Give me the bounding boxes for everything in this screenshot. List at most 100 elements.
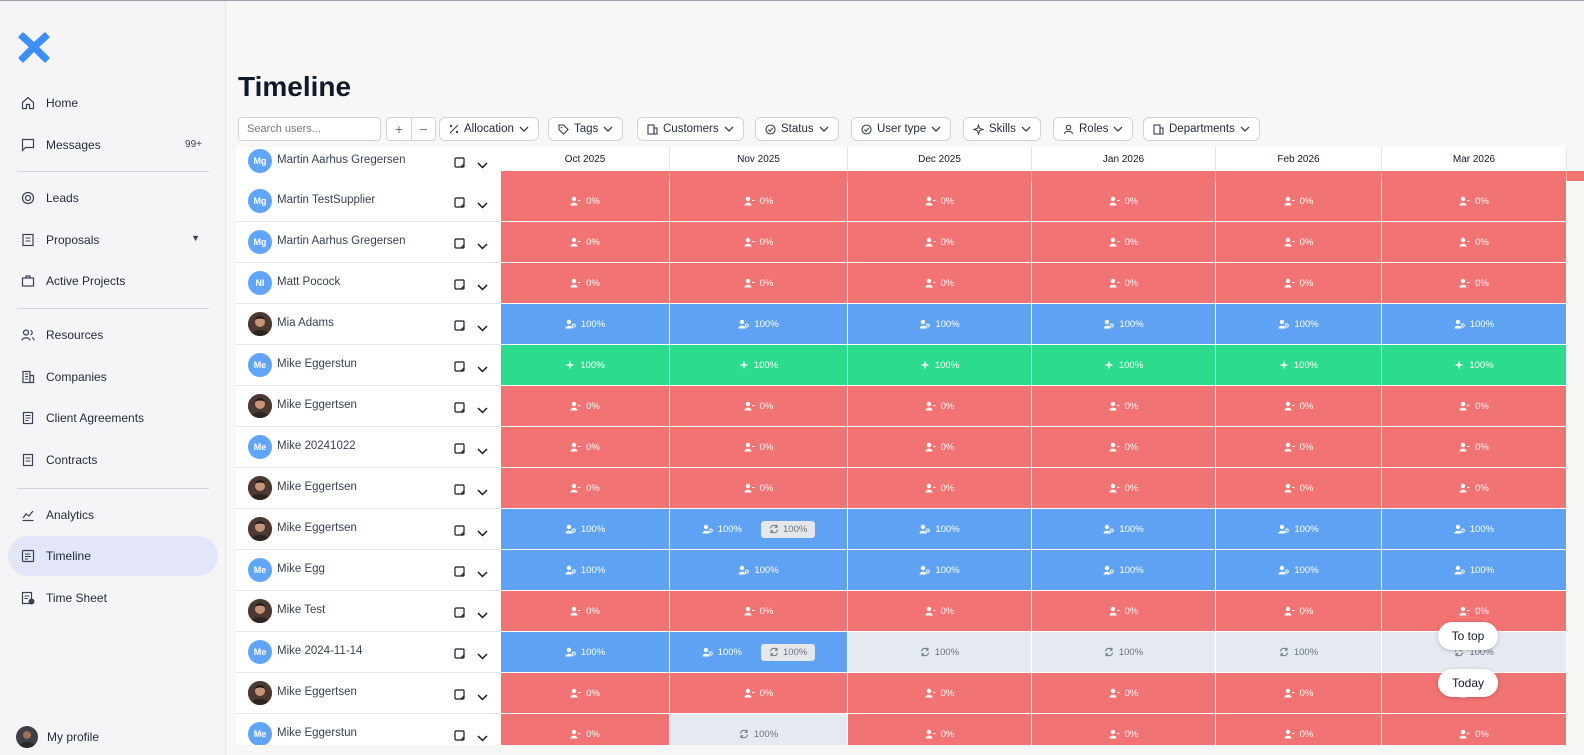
allocation-cell[interactable]: 100% [670, 304, 848, 345]
allocation-cell[interactable]: 100% [848, 632, 1032, 673]
filter-departments[interactable]: Departments [1143, 117, 1260, 141]
allocation-cell[interactable]: 0% [848, 468, 1032, 509]
allocation-cell[interactable]: 0% [1382, 263, 1567, 304]
allocation-cell[interactable]: 0% [1032, 591, 1216, 632]
chevron-down-icon[interactable] [477, 483, 488, 501]
note-icon[interactable] [454, 687, 465, 705]
note-icon[interactable] [454, 523, 465, 541]
user-name[interactable]: Mike 2024-11-14 [277, 645, 363, 657]
chevron-down-icon[interactable] [477, 278, 488, 296]
allocation-cell[interactable]: 0% [848, 427, 1032, 468]
user-cell[interactable]: NI Matt Pocock [236, 263, 501, 304]
user-name[interactable]: Mike Eggerstun [277, 727, 357, 739]
allocation-cell[interactable]: 0% [848, 181, 1032, 222]
allocation-cell[interactable]: 0% [1216, 181, 1382, 222]
sidebar-item-analytics[interactable]: Analytics [8, 495, 218, 535]
allocation-cell[interactable]: 0% [670, 181, 848, 222]
allocation-cell[interactable]: 0% [501, 181, 670, 222]
allocation-cell[interactable]: 0% [1032, 386, 1216, 427]
sidebar-item-timeline[interactable]: Timeline [8, 536, 218, 576]
allocation-cell[interactable]: 0% [1032, 468, 1216, 509]
allocation-cell[interactable]: 100% [1032, 304, 1216, 345]
allocation-cell[interactable]: 0% [670, 591, 848, 632]
sidebar-item-resources[interactable]: Resources [8, 315, 218, 355]
filter-status[interactable]: Status [755, 117, 839, 141]
note-icon[interactable] [454, 236, 465, 254]
allocation-cell[interactable]: 0% [501, 714, 670, 745]
pending-allocation-pill[interactable]: 100% [761, 643, 816, 661]
allocation-cell[interactable]: 0% [848, 673, 1032, 714]
user-cell[interactable]: Mike Eggertsen [236, 673, 501, 714]
user-cell[interactable]: Me Mike Egg [236, 550, 501, 591]
allocation-cell[interactable]: 0% [670, 468, 848, 509]
user-name[interactable]: Mike Eggerstun [277, 358, 357, 370]
caret-down-icon[interactable]: ▼ [191, 233, 200, 243]
user-name[interactable]: Mike Test [277, 604, 326, 616]
allocation-cell[interactable]: 0% [848, 222, 1032, 263]
allocation-cell[interactable]: 0% [1216, 427, 1382, 468]
allocation-cell[interactable]: 0% [1382, 427, 1567, 468]
user-cell[interactable]: Me Mike 20241022 [236, 427, 501, 468]
sidebar-item-active-projects[interactable]: Active Projects [8, 261, 218, 301]
allocation-cell[interactable]: 0% [501, 222, 670, 263]
note-icon[interactable] [454, 155, 465, 173]
chevron-down-icon[interactable] [477, 401, 488, 419]
note-icon[interactable] [454, 195, 465, 213]
note-icon[interactable] [454, 728, 465, 745]
note-icon[interactable] [454, 441, 465, 459]
allocation-cell[interactable]: 0% [1032, 181, 1216, 222]
sidebar-item-time-sheet[interactable]: Time Sheet [8, 578, 218, 618]
sidebar-item-companies[interactable]: Companies [8, 357, 218, 397]
filter-user-type[interactable]: User type [851, 117, 952, 141]
allocation-cell[interactable]: 0% [1216, 591, 1382, 632]
allocation-cell[interactable]: 0% [1216, 222, 1382, 263]
chevron-down-icon[interactable] [477, 524, 488, 542]
allocation-cell[interactable]: 0% [1216, 673, 1382, 714]
note-icon[interactable] [454, 605, 465, 623]
pending-allocation-pill[interactable]: 100% [761, 520, 816, 538]
allocation-cell[interactable]: 100% [848, 550, 1032, 591]
allocation-cell[interactable]: 100% [501, 345, 670, 386]
allocation-cell[interactable]: 100% [501, 304, 670, 345]
note-icon[interactable] [454, 277, 465, 295]
allocation-cell[interactable]: 100% [1216, 550, 1382, 591]
allocation-cell[interactable]: 0% [1032, 263, 1216, 304]
chevron-down-icon[interactable] [477, 442, 488, 460]
allocation-cell[interactable]: 0% [848, 591, 1032, 632]
allocation-cell[interactable]: 0% [1382, 714, 1567, 745]
user-cell[interactable]: Me Mike 2024-11-14 [236, 632, 501, 673]
to-top-button[interactable]: To top [1438, 622, 1498, 650]
user-name[interactable]: Martin TestSupplier [277, 194, 376, 206]
allocation-cell[interactable]: 0% [501, 673, 670, 714]
user-cell[interactable]: Mg Martin TestSupplier [236, 181, 501, 222]
user-name[interactable]: Matt Pocock [277, 276, 341, 288]
note-icon[interactable] [454, 400, 465, 418]
allocation-cell[interactable]: 0% [1216, 386, 1382, 427]
allocation-cell[interactable]: 100% [1216, 632, 1382, 673]
user-cell[interactable]: Mg Martin Aarhus Gregersen [236, 147, 501, 182]
allocation-cell[interactable]: 100% [1216, 345, 1382, 386]
user-cell[interactable]: Mike Eggertsen [236, 509, 501, 550]
app-logo-icon[interactable] [17, 30, 51, 64]
allocation-cell[interactable]: 0% [1382, 468, 1567, 509]
allocation-cell[interactable]: 100% [1382, 345, 1567, 386]
sidebar-item-contracts[interactable]: Contracts [8, 440, 218, 480]
allocation-cell[interactable]: 100% 100% [670, 632, 848, 673]
allocation-cell[interactable]: 0% [670, 427, 848, 468]
allocation-cell[interactable]: 0% [1032, 714, 1216, 745]
allocation-cell[interactable]: 0% [501, 591, 670, 632]
allocation-cell[interactable]: 0% [670, 222, 848, 263]
allocation-cell[interactable]: 0% [1216, 263, 1382, 304]
my-profile-link[interactable]: My profile [16, 726, 99, 748]
sidebar-item-proposals[interactable]: Proposals ▼ [8, 220, 218, 260]
chevron-down-icon[interactable] [477, 319, 488, 337]
sidebar-item-client-agreements[interactable]: Client Agreements [8, 398, 218, 438]
allocation-cell[interactable]: 100% [501, 509, 670, 550]
allocation-cell[interactable]: 100% [670, 550, 848, 591]
user-cell[interactable]: Mike Eggertsen [236, 386, 501, 427]
allocation-cell[interactable]: 100% [848, 304, 1032, 345]
allocation-cell[interactable]: 100% [1382, 304, 1567, 345]
allocation-cell[interactable]: 0% [1032, 427, 1216, 468]
search-input[interactable] [238, 117, 381, 141]
user-cell[interactable]: Mike Eggertsen [236, 468, 501, 509]
